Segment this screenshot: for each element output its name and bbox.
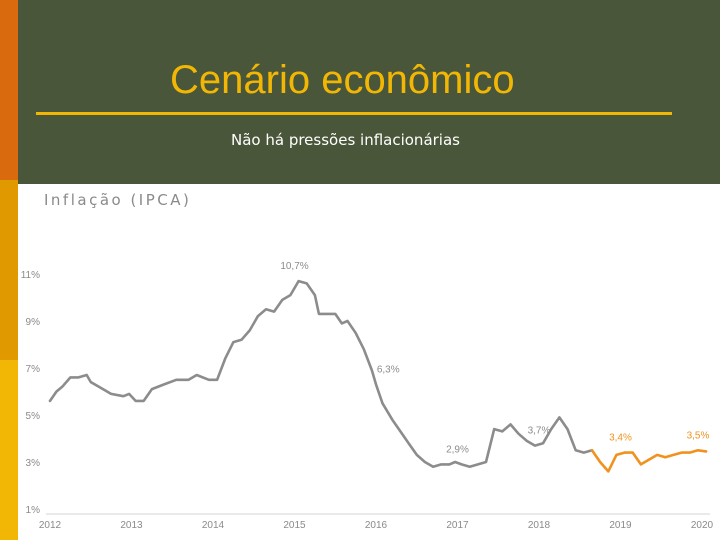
y-tick-label: 5% xyxy=(26,411,41,422)
x-tick-label: 2016 xyxy=(365,520,388,531)
y-tick-label: 1% xyxy=(26,505,41,516)
side-accent-bar-middle xyxy=(0,180,18,360)
x-tick-label: 2018 xyxy=(528,520,551,531)
title-underline xyxy=(36,112,672,115)
y-tick-label: 11% xyxy=(21,270,40,281)
data-label: 3,4% xyxy=(609,433,632,444)
data-label: 10,7% xyxy=(280,261,308,272)
y-tick-label: 3% xyxy=(26,458,41,469)
x-tick-label: 2015 xyxy=(283,520,306,531)
series-line-forecast xyxy=(590,449,708,473)
x-tick-label: 2020 xyxy=(691,520,714,531)
x-tick-label: 2013 xyxy=(120,520,143,531)
series-line-historical xyxy=(48,279,594,468)
x-tick-label: 2019 xyxy=(609,520,632,531)
data-label: 3,5% xyxy=(687,430,710,441)
x-tick-label: 2012 xyxy=(39,520,62,531)
x-tick-label: 2017 xyxy=(446,520,469,531)
y-tick-label: 7% xyxy=(26,364,41,375)
y-tick-label: 9% xyxy=(26,317,41,328)
data-label: 6,3% xyxy=(377,364,400,375)
x-tick-label: 2014 xyxy=(202,520,225,531)
slide-title: Cenário econômico xyxy=(170,58,515,102)
chart-title: Inflação (IPCA) xyxy=(44,191,192,209)
data-label: 3,7% xyxy=(528,426,551,437)
data-label: 2,9% xyxy=(446,444,469,455)
side-accent-bar-bottom xyxy=(0,360,18,540)
side-accent-bar-top xyxy=(0,0,18,180)
slide-subtitle: Não há pressões inflacionárias xyxy=(231,131,460,149)
